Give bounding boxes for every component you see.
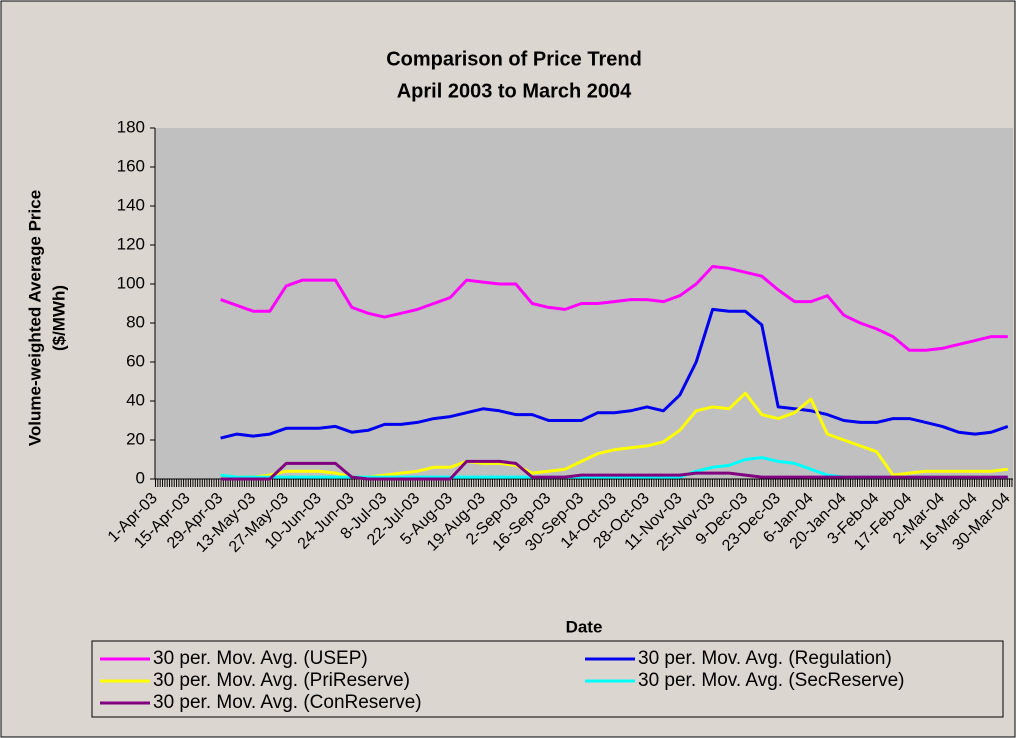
series-line xyxy=(220,459,1008,481)
legend-label: 30 per. Mov. Avg. (Regulation) xyxy=(638,648,892,669)
chart-subtitle: April 2003 to March 2004 xyxy=(397,80,632,102)
y-tick-label: 0 xyxy=(136,468,145,487)
legend-label: 30 per. Mov. Avg. (SecReserve) xyxy=(638,670,904,691)
y-tick-label: 160 xyxy=(117,156,145,175)
y-tick-label: 140 xyxy=(117,195,145,214)
y-tick-label: 20 xyxy=(126,429,145,448)
legend xyxy=(91,640,1004,718)
y-axis-label: ($/MWh) xyxy=(49,285,68,351)
y-tick-label: 120 xyxy=(117,234,145,253)
legend-label: 30 per. Mov. Avg. (ConReserve) xyxy=(153,692,422,713)
series-line xyxy=(220,307,1009,440)
y-tick-label: 180 xyxy=(117,117,145,136)
chart-title: Comparison of Price Trend xyxy=(386,48,642,70)
y-tick-label: 80 xyxy=(126,312,145,331)
x-axis-label: Date xyxy=(566,617,603,636)
y-tick-label: 100 xyxy=(117,273,145,292)
legend-label: 30 per. Mov. Avg. (USEP) xyxy=(153,648,368,669)
y-tick-label: 60 xyxy=(126,351,145,370)
y-tick-label: 40 xyxy=(126,390,145,409)
legend-label: 30 per. Mov. Avg. (PriReserve) xyxy=(153,670,410,691)
y-axis-label: Volume-weighted Average Price xyxy=(25,190,44,446)
series-line xyxy=(220,265,1008,352)
